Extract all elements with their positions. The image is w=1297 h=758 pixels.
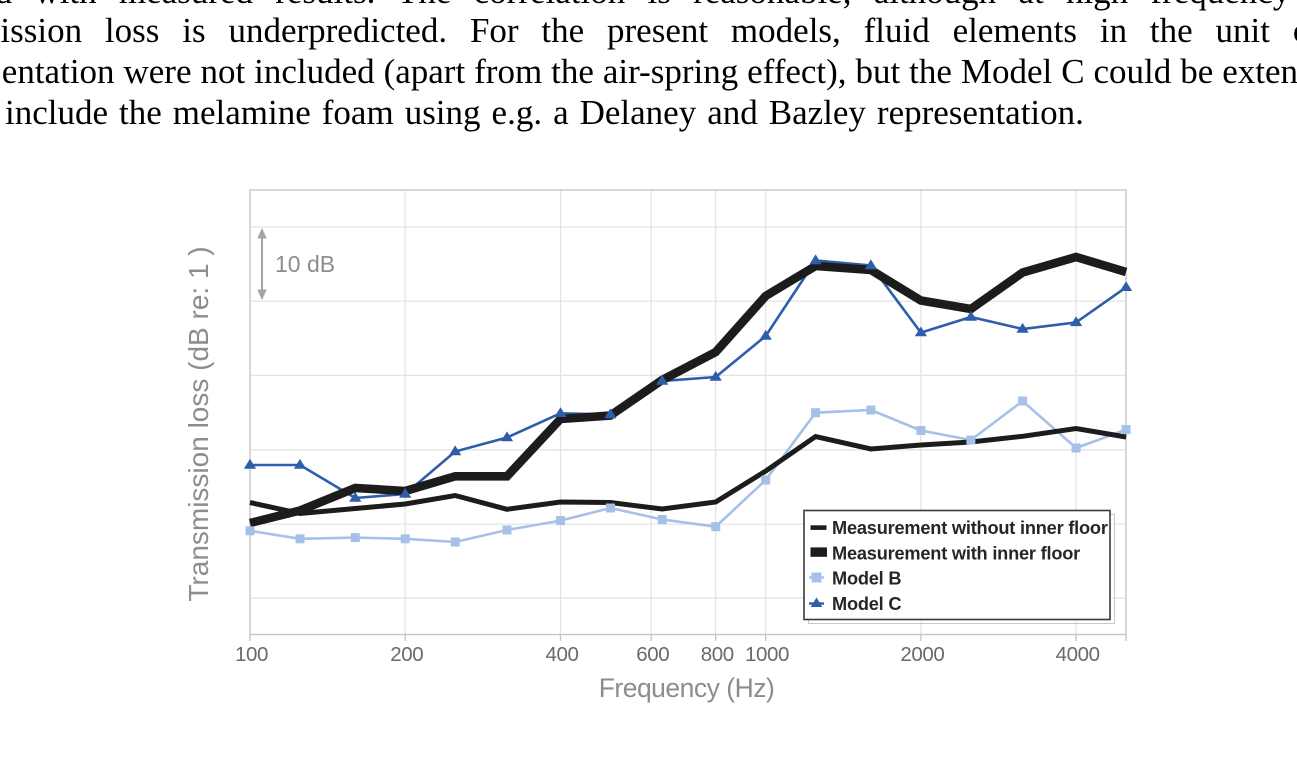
svg-text:Frequency (Hz): Frequency (Hz) — [599, 673, 775, 703]
svg-text:Measurement with inner floor: Measurement with inner floor — [832, 543, 1080, 563]
svg-text:2000: 2000 — [900, 643, 944, 666]
svg-text:600: 600 — [636, 643, 669, 666]
svg-text:4000: 4000 — [1056, 643, 1100, 666]
svg-text:100: 100 — [235, 643, 268, 666]
svg-text:200: 200 — [390, 643, 423, 666]
svg-text:Model B: Model B — [832, 569, 901, 589]
svg-text:Transmission loss (dB re: 1 ): Transmission loss (dB re: 1 ) — [183, 246, 214, 601]
svg-text:400: 400 — [545, 643, 578, 666]
svg-text:10 dB: 10 dB — [275, 251, 335, 277]
svg-text:Model C: Model C — [832, 594, 901, 614]
svg-text:800: 800 — [701, 643, 734, 666]
svg-text:1000: 1000 — [745, 643, 789, 666]
svg-text:Measurement without inner floo: Measurement without inner floor — [832, 518, 1108, 538]
